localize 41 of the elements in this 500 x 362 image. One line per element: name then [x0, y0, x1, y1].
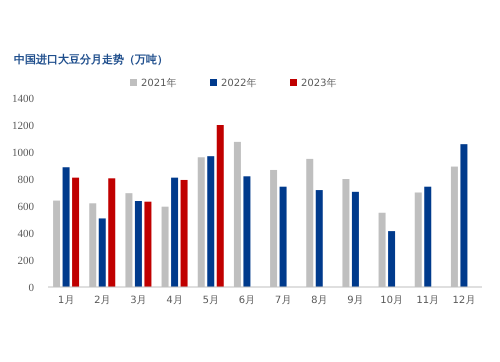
- x-tick-label: 5月: [202, 295, 219, 306]
- x-tick-label: 11月: [416, 295, 440, 306]
- x-tick-label: 2月: [94, 295, 110, 306]
- bar: [62, 167, 70, 287]
- legend-label: 2023年: [301, 77, 336, 89]
- y-tick-label: 1400: [12, 93, 34, 105]
- bar: [216, 125, 224, 287]
- bar: [460, 144, 468, 287]
- x-tick-label: 1月: [58, 295, 74, 306]
- x-tick-label: 3月: [130, 295, 147, 306]
- y-tick-label: 600: [18, 201, 34, 213]
- legend-label: 2021年: [141, 77, 176, 89]
- bar: [108, 178, 116, 287]
- y-tick-label: 0: [28, 282, 34, 294]
- chart-title: 中国进口大豆分月走势（万吨）: [14, 53, 168, 66]
- x-tick-label: 8月: [311, 295, 328, 306]
- bar: [424, 186, 432, 287]
- x-tick-label: 7月: [274, 295, 292, 306]
- bar: [72, 178, 80, 287]
- y-tick-label: 400: [18, 228, 34, 240]
- x-tick-label: 4月: [166, 295, 183, 306]
- x-tick-label: 10月: [380, 295, 403, 306]
- x-tick-label: 12月: [452, 295, 476, 306]
- bar: [144, 202, 152, 287]
- y-tick-label: 800: [18, 174, 34, 186]
- bar: [316, 190, 323, 287]
- bar: [134, 201, 142, 287]
- y-tick-label: 200: [18, 255, 34, 267]
- bar: [243, 176, 250, 287]
- bar: [180, 180, 188, 287]
- x-tick-label: 9月: [347, 295, 364, 306]
- bar: [388, 231, 396, 287]
- bar: [207, 156, 214, 287]
- bar: [280, 186, 287, 287]
- y-tick-label: 1000: [12, 147, 34, 159]
- bar: [171, 178, 178, 287]
- x-tick-label: 6月: [238, 295, 256, 306]
- bar: [98, 218, 106, 287]
- legend-label: 2022年: [221, 77, 256, 89]
- bar: [352, 192, 359, 287]
- y-tick-label: 1200: [12, 120, 34, 132]
